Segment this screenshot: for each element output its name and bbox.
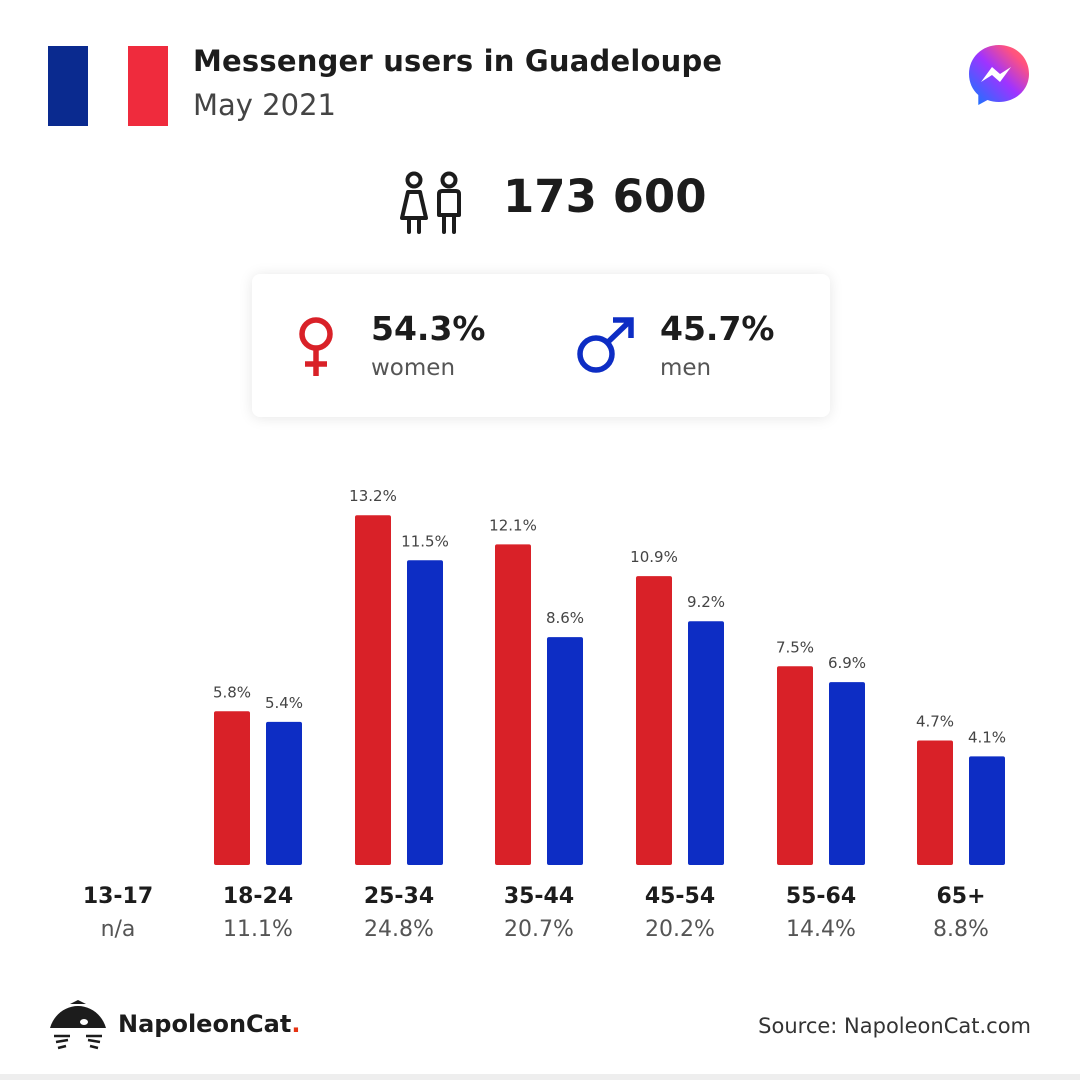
- people-icon: [400, 171, 461, 234]
- bar-label-women-45-54: 10.9%: [630, 548, 678, 566]
- women-percent: 54.3%: [371, 309, 486, 348]
- bar-label-men-25-34: 11.5%: [401, 532, 449, 550]
- bar-men-55-64: [829, 682, 865, 865]
- bar-label-men-18-24: 5.4%: [265, 694, 303, 712]
- age-total-45-54: 20.2%: [645, 917, 715, 942]
- bar-men-65-plus: [969, 756, 1005, 865]
- bar-label-men-65-plus: 4.1%: [968, 728, 1006, 746]
- gender-card: [252, 274, 830, 417]
- age-total-35-44: 20.7%: [504, 917, 574, 942]
- age-label-25-34: 25-34: [363, 884, 435, 909]
- age-total-13-17: n/a: [100, 917, 136, 942]
- bar-women-45-54: [636, 576, 672, 865]
- brand-dot: .: [291, 1010, 301, 1038]
- men-percent: 45.7%: [660, 309, 775, 348]
- age-label-35-44: 35-44: [503, 884, 575, 909]
- total-users-value: 173 600: [503, 170, 707, 223]
- bar-label-men-45-54: 9.2%: [687, 593, 725, 611]
- flag-blue-stripe: [48, 46, 88, 126]
- women-label: women: [371, 355, 456, 381]
- age-label-18-24: 18-24: [222, 884, 294, 909]
- bar-women-55-64: [777, 666, 813, 865]
- bar-label-women-25-34: 13.2%: [349, 487, 397, 505]
- female-symbol-icon: [299, 317, 333, 376]
- bar-label-men-35-44: 8.6%: [546, 609, 584, 627]
- bar-men-45-54: [688, 621, 724, 865]
- bar-label-men-55-64: 6.9%: [828, 654, 866, 672]
- bar-men-18-24: [266, 721, 302, 865]
- age-label-45-54: 45-54: [644, 884, 716, 909]
- brand-name: NapoleonCat.: [118, 1010, 300, 1038]
- source-note: Source: NapoleonCat.com: [758, 1014, 1031, 1038]
- bar-label-women-65-plus: 4.7%: [916, 712, 954, 730]
- page-title: Messenger users in Guadeloupe: [193, 44, 723, 78]
- bar-women-65-plus: [917, 740, 953, 865]
- bar-label-women-18-24: 5.8%: [213, 683, 251, 701]
- bar-men-35-44: [547, 637, 583, 865]
- bar-women-25-34: [355, 515, 391, 865]
- male-symbol-icon: [577, 317, 634, 373]
- bar-women-35-44: [495, 544, 531, 865]
- bar-men-25-34: [407, 560, 443, 865]
- page-subtitle: May 2021: [193, 88, 336, 122]
- age-label-65-plus: 65+: [936, 884, 986, 909]
- age-label-55-64: 55-64: [785, 884, 857, 909]
- bar-label-women-35-44: 12.1%: [489, 516, 537, 534]
- bar-women-18-24: [214, 711, 250, 865]
- age-total-18-24: 11.1%: [223, 917, 293, 942]
- napoleoncat-logo-icon: [50, 1000, 106, 1050]
- bar-label-women-55-64: 7.5%: [776, 638, 814, 656]
- messenger-logo-icon: [969, 45, 1029, 105]
- age-total-65-plus: 8.8%: [933, 917, 989, 942]
- brand-name-text: NapoleonCat: [118, 1010, 292, 1038]
- bottom-strip: [0, 1074, 1080, 1080]
- age-label-13-17: 13-17: [82, 884, 154, 909]
- flag-red-stripe: [128, 46, 168, 126]
- age-total-25-34: 24.8%: [364, 917, 434, 942]
- men-label: men: [660, 355, 712, 381]
- age-total-55-64: 14.4%: [786, 917, 856, 942]
- age-gender-bar-chart: 5.8% 13.2% 12.1% 10.9% 7.5% 4.7% 5.4% 11.5% 8.6%…: [213, 487, 1006, 865]
